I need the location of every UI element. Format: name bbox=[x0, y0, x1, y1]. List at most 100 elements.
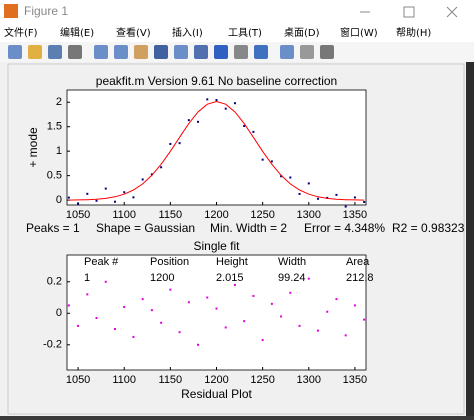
data-point bbox=[363, 201, 366, 204]
data-point bbox=[270, 302, 273, 305]
toolbar-button[interactable] bbox=[194, 45, 208, 59]
data-point bbox=[243, 125, 246, 128]
data-point bbox=[206, 98, 209, 101]
x-tick-label: 1250 bbox=[250, 209, 274, 221]
data-point bbox=[86, 192, 89, 195]
data-point bbox=[363, 318, 366, 321]
data-point bbox=[132, 196, 135, 199]
data-point bbox=[289, 176, 292, 179]
x-tick-label: 1350 bbox=[343, 209, 367, 221]
data-point bbox=[178, 142, 181, 145]
toolbar-button[interactable] bbox=[254, 45, 268, 59]
toolbar-button[interactable] bbox=[8, 45, 22, 59]
y-tick-label: -0.2 bbox=[43, 339, 62, 351]
data-point bbox=[298, 324, 301, 327]
data-point bbox=[289, 291, 292, 294]
toolbar-button[interactable] bbox=[154, 45, 168, 59]
x-tick-label: 1300 bbox=[297, 374, 321, 386]
menu-item[interactable]: 工具(T) bbox=[228, 27, 262, 39]
data-point bbox=[67, 196, 70, 199]
data-point bbox=[326, 310, 329, 313]
data-point bbox=[178, 331, 181, 334]
fit-stat: Shape = Gaussian bbox=[96, 221, 195, 235]
data-point bbox=[197, 343, 200, 346]
toolbar-button[interactable] bbox=[68, 45, 82, 59]
axes bbox=[66, 89, 367, 206]
data-point bbox=[95, 317, 98, 320]
toolbar-button[interactable] bbox=[114, 45, 128, 59]
data-point bbox=[243, 320, 246, 323]
data-point bbox=[353, 196, 356, 199]
menu-item[interactable]: 文件(F) bbox=[4, 26, 38, 39]
menu-bar bbox=[0, 24, 474, 42]
fit-stat: Peaks = 1 bbox=[26, 221, 80, 235]
menu-item[interactable]: 查看(V) bbox=[116, 26, 151, 39]
chart-title: Single fit bbox=[193, 239, 240, 253]
axes bbox=[66, 254, 367, 371]
x-tick-label: 1050 bbox=[66, 209, 90, 221]
data-point bbox=[67, 304, 70, 307]
table-header: Area bbox=[346, 256, 370, 268]
data-point bbox=[160, 321, 163, 324]
x-axis-label: Residual Plot bbox=[181, 387, 252, 401]
data-point bbox=[187, 119, 190, 122]
data-point bbox=[215, 99, 218, 102]
data-point bbox=[298, 192, 301, 195]
data-point bbox=[86, 293, 89, 296]
menu-item[interactable]: 帮助(H) bbox=[396, 26, 431, 39]
data-point bbox=[224, 326, 227, 329]
data-point bbox=[104, 187, 107, 190]
data-point bbox=[132, 335, 135, 338]
y-tick-label: 0.5 bbox=[47, 170, 62, 182]
data-point bbox=[215, 307, 218, 310]
data-point bbox=[113, 328, 116, 331]
toolbar-button[interactable] bbox=[94, 45, 108, 59]
toolbar-button[interactable] bbox=[280, 45, 294, 59]
toolbar-button[interactable] bbox=[214, 45, 228, 59]
data-point bbox=[233, 102, 236, 105]
toolbar-button[interactable] bbox=[28, 45, 42, 59]
x-tick-label: 1350 bbox=[343, 374, 367, 386]
table-header: Width bbox=[278, 256, 306, 268]
data-point bbox=[113, 200, 116, 203]
data-point bbox=[141, 178, 144, 181]
toolbar-button[interactable] bbox=[300, 45, 314, 59]
toolbar-button[interactable] bbox=[320, 45, 334, 59]
x-tick-label: 1300 bbox=[297, 209, 321, 221]
fit-stat: Error = 4.348% bbox=[304, 221, 385, 235]
chart-title: peakfit.m Version 9.61 No baseline corre… bbox=[96, 74, 337, 88]
menu-item[interactable]: 插入(I) bbox=[172, 26, 203, 39]
data-point bbox=[141, 298, 144, 301]
menu-item[interactable]: 窗口(W) bbox=[340, 26, 378, 39]
data-point bbox=[307, 182, 310, 185]
menu-item[interactable]: 桌面(D) bbox=[284, 26, 320, 39]
x-tick-label: 1200 bbox=[204, 374, 228, 386]
table-cell: 2.015 bbox=[216, 272, 244, 284]
data-point bbox=[335, 298, 338, 301]
data-point bbox=[187, 301, 190, 304]
close[interactable] bbox=[446, 6, 458, 18]
toolbar-button[interactable] bbox=[48, 45, 62, 59]
data-point bbox=[150, 173, 153, 176]
x-tick-label: 1100 bbox=[112, 209, 136, 221]
table-cell: 1200 bbox=[150, 272, 174, 284]
data-point bbox=[252, 130, 255, 133]
data-point bbox=[335, 193, 338, 196]
menu-item[interactable]: 编辑(E) bbox=[60, 26, 94, 39]
toolbar-button[interactable] bbox=[174, 45, 188, 59]
y-tick-label: 0 bbox=[56, 307, 62, 319]
data-point bbox=[197, 120, 200, 123]
data-point bbox=[344, 334, 347, 337]
table-cell: 1 bbox=[84, 272, 90, 284]
data-point bbox=[344, 205, 347, 208]
data-point bbox=[160, 166, 163, 169]
table-cell: 99.24 bbox=[278, 272, 306, 284]
data-point bbox=[123, 305, 126, 308]
maximize[interactable] bbox=[403, 6, 415, 18]
data-point bbox=[233, 283, 236, 286]
data-point bbox=[77, 202, 80, 205]
toolbar-button[interactable] bbox=[234, 45, 248, 59]
toolbar-button[interactable] bbox=[134, 45, 148, 59]
x-tick-label: 1100 bbox=[112, 374, 136, 386]
